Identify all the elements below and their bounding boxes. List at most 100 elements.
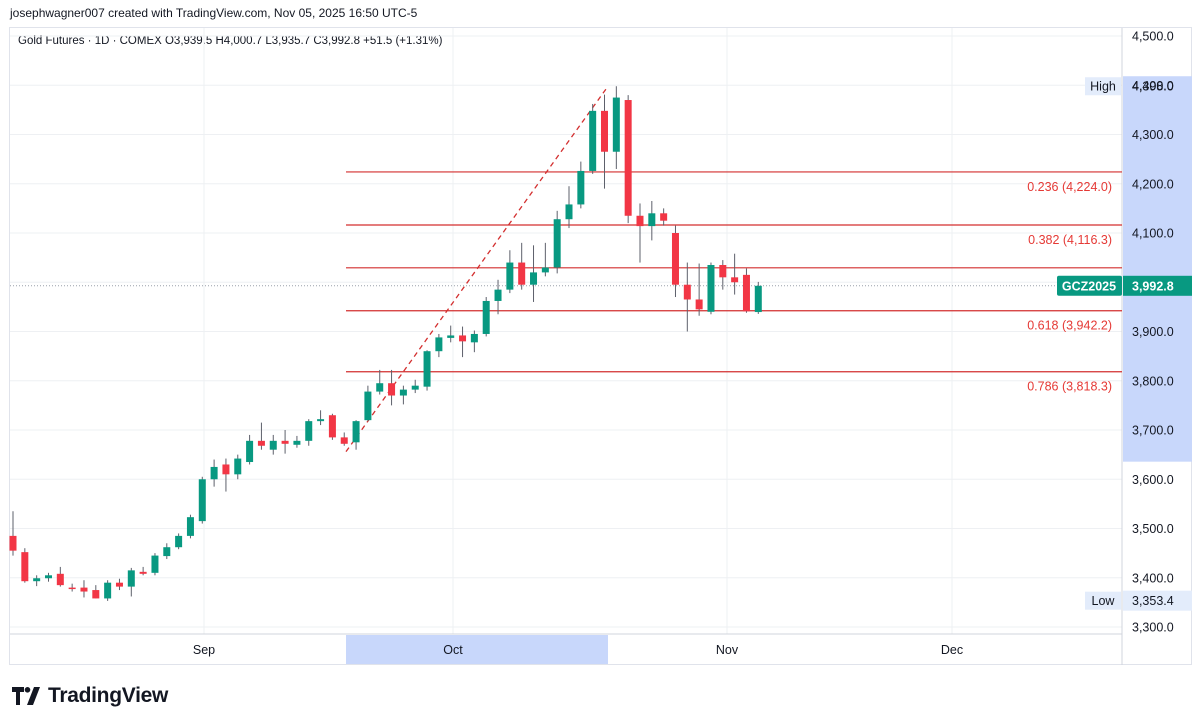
- candle-down: [115, 582, 123, 587]
- time-tick-label: Dec: [941, 643, 963, 657]
- candle-up: [506, 262, 514, 290]
- candle-up: [364, 391, 372, 421]
- candle-up: [305, 421, 313, 441]
- candle-down: [459, 335, 467, 342]
- price-tick-label: 4,100.0: [1132, 227, 1174, 241]
- candle-down: [92, 590, 100, 599]
- credit-text: josephwagner007 created with TradingView…: [10, 6, 418, 20]
- price-tick-label: 3,600.0: [1132, 473, 1174, 487]
- candle-up: [447, 335, 455, 338]
- fib-label: 0.786 (3,818.3): [1027, 380, 1112, 394]
- candle-up: [541, 267, 549, 273]
- candle-up: [163, 547, 171, 557]
- candle-up: [234, 458, 242, 475]
- candle-up: [186, 517, 194, 536]
- time-tick-label: Nov: [716, 643, 739, 657]
- symbol-legend: Gold Futures · 1D · COMEX O3,939.5 H4,00…: [18, 35, 443, 47]
- low-label-bg: [1085, 591, 1121, 610]
- candle-up: [210, 466, 218, 480]
- candle-up: [589, 110, 597, 171]
- candle-up: [269, 440, 277, 450]
- candle-up: [470, 333, 478, 343]
- price-tick-label: 3,300.0: [1132, 621, 1174, 635]
- fib-label: 0.236 (4,224.0): [1027, 180, 1112, 194]
- candle-up: [293, 440, 301, 445]
- candle-up: [530, 272, 538, 285]
- candle-up: [612, 97, 620, 152]
- high-label: High: [1090, 80, 1116, 94]
- candle-down: [340, 437, 348, 444]
- price-tick-label: 3,900.0: [1132, 325, 1174, 339]
- candle-up: [423, 351, 431, 387]
- candle-down: [601, 110, 608, 152]
- candle-down: [719, 265, 727, 278]
- price-axis-highlight: [1123, 76, 1192, 462]
- candle-down: [139, 571, 147, 574]
- last-price-tag: 3,992.8: [1132, 279, 1174, 293]
- candle-down: [56, 573, 64, 586]
- candle-up: [577, 170, 585, 205]
- candle-up: [482, 300, 490, 334]
- price-tick-label: 3,500.0: [1132, 522, 1174, 536]
- candle-up: [317, 419, 325, 422]
- candle-down: [731, 277, 739, 283]
- candle-up: [151, 555, 159, 573]
- candle-up: [707, 265, 715, 312]
- candle-down: [660, 213, 668, 221]
- candle-down: [9, 535, 17, 551]
- candle-up: [376, 383, 384, 392]
- candle-down: [695, 299, 703, 310]
- candle-up: [648, 213, 656, 227]
- high-value: 4,398.0: [1132, 80, 1174, 94]
- low-value: 3,353.4: [1132, 594, 1174, 608]
- candle-down: [281, 440, 289, 444]
- candle-up: [411, 385, 419, 390]
- candle-up: [127, 570, 135, 587]
- low-label: Low: [1092, 594, 1116, 608]
- candle-up: [553, 219, 561, 268]
- time-axis-highlight: [346, 635, 608, 664]
- candle-up: [399, 389, 407, 396]
- candle-up: [754, 285, 762, 313]
- candle-down: [624, 100, 632, 216]
- candle-down: [742, 274, 750, 312]
- candle-down: [68, 587, 76, 590]
- low-value-bg: [1123, 590, 1192, 611]
- high-label-bg: [1085, 77, 1121, 96]
- fib-label: 0.618 (3,942.2): [1027, 319, 1112, 333]
- candle-up: [246, 440, 254, 463]
- candle-down: [257, 440, 265, 446]
- symbol-tag: GCZ2025: [1062, 279, 1116, 293]
- tradingview-logo-icon: [12, 687, 40, 705]
- candle-down: [21, 552, 29, 582]
- candle-up: [44, 575, 52, 579]
- price-tick-label: 3,700.0: [1132, 424, 1174, 438]
- fib-label: 0.382 (4,116.3): [1028, 233, 1112, 247]
- price-tick-label: 3,400.0: [1132, 571, 1174, 585]
- price-tick-label: 4,400.0: [1132, 79, 1174, 93]
- tradingview-logo-text: TradingView: [48, 684, 169, 707]
- candle-up: [198, 479, 206, 522]
- time-tick-label: Oct: [443, 643, 463, 657]
- candle-down: [683, 284, 691, 300]
- candle-down: [671, 233, 679, 285]
- candle-down: [328, 415, 336, 438]
- candle-down: [222, 464, 230, 475]
- candle-up: [352, 421, 360, 443]
- candle-down: [518, 262, 526, 285]
- candle-up: [33, 578, 41, 582]
- price-tick-label: 4,200.0: [1132, 177, 1174, 191]
- price-tick-label: 3,800.0: [1132, 374, 1174, 388]
- candle-down: [388, 383, 396, 396]
- candle-up: [565, 204, 573, 220]
- candle-up: [175, 535, 183, 548]
- candle-down: [80, 587, 88, 592]
- candle-down: [636, 215, 644, 227]
- candle-up: [494, 289, 502, 301]
- fib-trend-line: [345, 85, 609, 453]
- last-price-tag-bg: [1123, 275, 1192, 296]
- time-tick-label: Sep: [193, 643, 215, 657]
- tradingview-logo[interactable]: TradingView: [12, 684, 168, 708]
- candle-up: [435, 337, 443, 352]
